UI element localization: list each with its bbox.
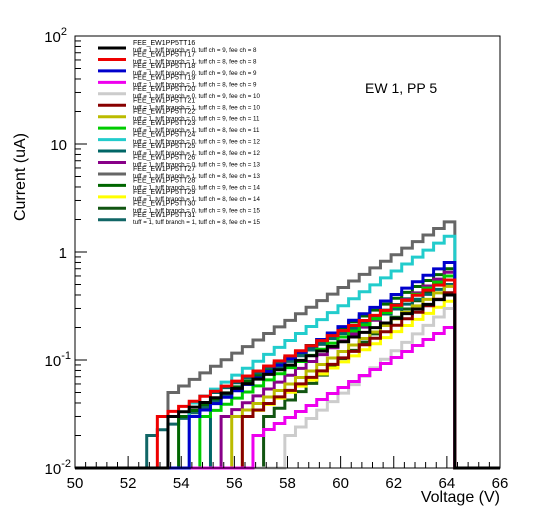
- legend-entry-desc: tuff = 1, tuff branch = 0, tuff ch = 9, …: [133, 93, 260, 100]
- legend-entry-desc: tuff = 1, tuff branch = 0, tuff ch = 9, …: [133, 116, 260, 123]
- legend-entry-name: FEE_EW1PP5TT25: [133, 143, 195, 150]
- legend-entry-desc: tuff = 1, tuff branch = 0, tuff ch = 9, …: [133, 70, 257, 77]
- legend-entry-desc: tuff = 1, tuff branch = 1, tuff ch = 8, …: [133, 219, 260, 226]
- legend-entry-name: FEE_EW1PP5TT30: [133, 200, 195, 207]
- legend-entry-name: FEE_EW1PP5TT19: [133, 74, 195, 81]
- x-axis-ticks: [74, 456, 501, 468]
- series-line-fee-ew1pp5tt25: [75, 283, 500, 470]
- y-axis-tick-labels: 10-2 10-1 1 10 102: [44, 26, 71, 478]
- x-tick-label: 66: [492, 475, 509, 492]
- legend-entry-name: FEE_EW1PP5TT17: [133, 51, 195, 58]
- series-line-fee-ew1pp5tt30: [75, 274, 500, 470]
- y-tick-label: 10: [50, 137, 67, 154]
- series-line-fee-ew1pp5tt31: [75, 274, 500, 470]
- legend-entry-desc: tuff = 1, tuff branch = 0, tuff ch = 9, …: [133, 162, 260, 169]
- series-line-fee-ew1pp5tt19: [75, 325, 500, 470]
- legend-entry-name: FEE_EW1PP5TT31: [133, 212, 195, 219]
- series-line-fee-ew1pp5tt22: [75, 284, 500, 470]
- legend-entry-name: FEE_EW1PP5TT24: [133, 132, 195, 139]
- y-tick-label: 102: [44, 26, 67, 46]
- legend-entry-desc: tuff = 1, tuff branch = 1, tuff ch = 8, …: [133, 81, 257, 88]
- y-axis-title: Current (uA): [12, 133, 29, 221]
- x-tick-label: 58: [279, 475, 296, 492]
- legend-entry-desc: tuff = 1, tuff branch = 0, tuff ch = 9, …: [133, 47, 257, 54]
- legend-entry-name: FEE_EW1PP5TT29: [133, 189, 195, 196]
- legend-entry-desc: tuff = 1, tuff branch = 1, tuff ch = 8, …: [133, 127, 260, 134]
- series-layer: [75, 220, 500, 470]
- x-tick-label: 50: [67, 475, 84, 492]
- x-axis-tick-labels: 50 52 54 56 58 60 62 64 66: [67, 475, 509, 492]
- legend-entry-name: FEE_EW1PP5TT21: [133, 97, 195, 104]
- legend-entry-desc: tuff = 1, tuff branch = 1, tuff ch = 8, …: [133, 104, 260, 111]
- x-tick-label: 60: [332, 475, 349, 492]
- y-tick-label: 1: [59, 245, 67, 262]
- ew-pp-annotation: EW 1, PP 5: [365, 80, 437, 96]
- x-tick-label: 54: [173, 475, 190, 492]
- series-line-fee-ew1pp5tt16: [75, 293, 500, 470]
- series-line-fee-ew1pp5tt24: [75, 234, 500, 470]
- x-tick-label: 56: [226, 475, 243, 492]
- y-tick-label: 10-2: [45, 458, 71, 478]
- legend-entry-name: FEE_EW1PP5TT18: [133, 63, 195, 70]
- legend-entry-desc: tuff = 1, tuff branch = 1, tuff ch = 8, …: [133, 58, 257, 65]
- x-axis-title: Voltage (V): [421, 489, 500, 506]
- legend-entry-name: FEE_EW1PP5TT20: [133, 86, 195, 93]
- x-tick-label: 64: [439, 475, 456, 492]
- legend-entry-desc: tuff = 1, tuff branch = 1, tuff ch = 8, …: [133, 173, 260, 180]
- x-tick-label: 62: [385, 475, 402, 492]
- legend-entry-desc: tuff = 1, tuff branch = 0, tuff ch = 9, …: [133, 207, 260, 214]
- series-line-fee-ew1pp5tt23: [75, 274, 500, 470]
- legend-entry-desc: tuff = 1, tuff branch = 1, tuff ch = 8, …: [133, 150, 260, 157]
- y-axis-ticks: [75, 40, 87, 469]
- series-line-fee-ew1pp5tt17: [75, 278, 500, 470]
- legend-entry-name: FEE_EW1PP5TT26: [133, 155, 195, 162]
- x-tick-label: 52: [120, 475, 137, 492]
- legend-entry-desc: tuff = 1, tuff branch = 0, tuff ch = 9, …: [133, 184, 260, 191]
- series-line-fee-ew1pp5tt26: [75, 270, 500, 470]
- legend-entry-name: FEE_EW1PP5TT23: [133, 120, 195, 127]
- legend-entry-name: FEE_EW1PP5TT27: [133, 166, 195, 173]
- legend-entry-name: FEE_EW1PP5TT22: [133, 109, 195, 116]
- legend-entry-desc: tuff = 1, tuff branch = 1, tuff ch = 8, …: [133, 196, 260, 203]
- y-tick-label: 10-1: [45, 350, 71, 370]
- legend-entry-name: FEE_EW1PP5TT28: [133, 177, 195, 184]
- legend-entry-name: FEE_EW1PP5TT16: [133, 40, 195, 47]
- legend-entry-desc: tuff = 1, tuff branch = 0, tuff ch = 9, …: [133, 139, 260, 146]
- series-line-fee-ew1pp5tt27: [75, 220, 500, 470]
